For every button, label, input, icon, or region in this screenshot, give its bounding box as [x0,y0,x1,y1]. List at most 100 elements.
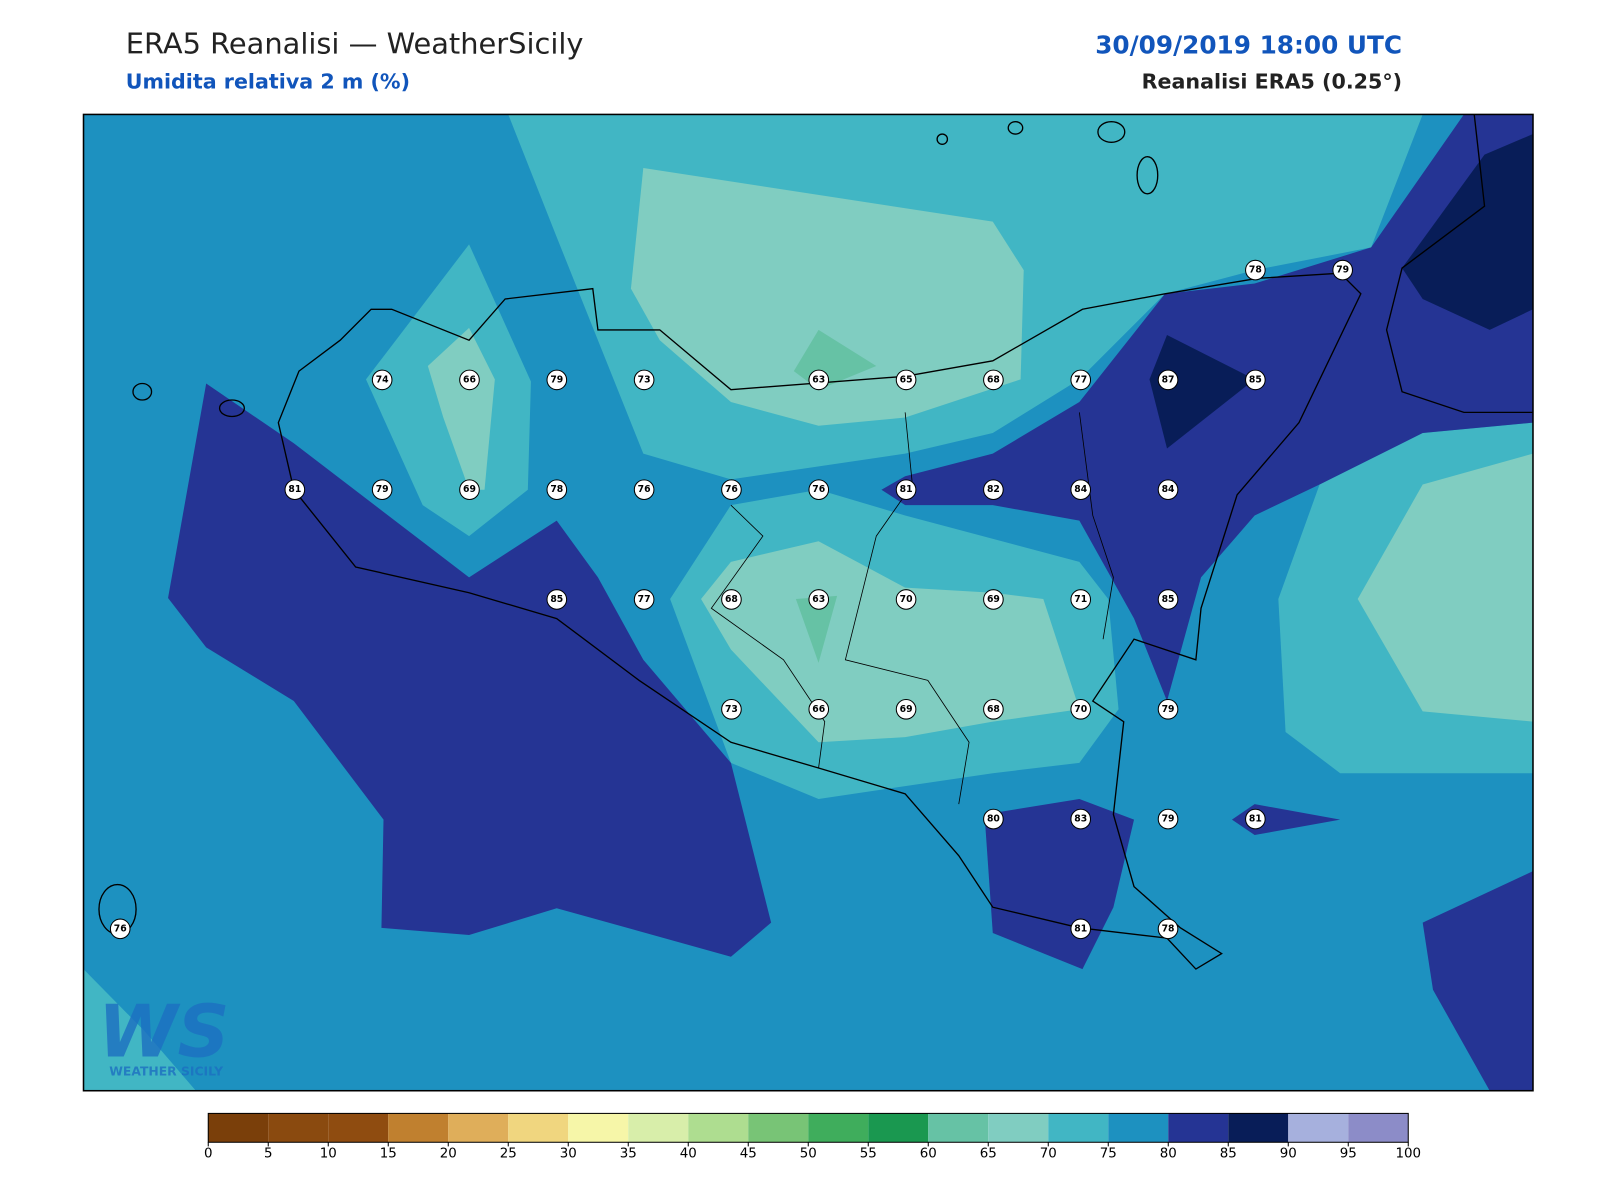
station-marker [983,698,1004,720]
colorbar: 0 5 10 15 20 25 30 35 40 45 50 55 60 65 70 75 80 85 90 95 10… [204,1112,1421,1162]
colorbar-tick-label: 75 [1100,1147,1117,1162]
station-value: 85 [1249,374,1262,385]
island [132,382,153,401]
island [1136,156,1159,195]
station-value: 81 [1074,923,1087,934]
station-value: 85 [550,594,563,605]
stations: 78 79 74 66 79 73 63 65 68 77 87 85 81 79 69 78 76 76 76 81… [109,259,1353,940]
station-marker [1157,479,1179,500]
station-value: 68 [987,704,1000,715]
colorbar-tick-label: 100 [1395,1147,1421,1162]
colorbar-swatch [688,1113,749,1143]
calabria-coast [1385,114,1533,414]
island [936,133,949,145]
colorbar-swatch [808,1113,869,1143]
island [1097,120,1126,143]
station-marker [109,918,131,940]
station-value: 76 [114,923,127,934]
station-value: 76 [725,484,738,495]
station-marker [371,479,393,500]
station-marker [983,369,1004,391]
colorbar-tick-label: 70 [1040,1147,1057,1162]
station-marker [808,369,830,391]
humidity-band [83,969,196,1091]
station-value: 68 [987,374,1000,385]
station-marker [1245,259,1266,281]
station-value: 79 [376,484,389,495]
colorbar-swatch [568,1113,629,1143]
humidity-band [427,327,495,490]
station-value: 76 [638,484,651,495]
colorbar-swatch [928,1113,989,1143]
station-value: 77 [1074,374,1087,385]
station-value: 68 [725,594,738,605]
humidity-band [168,383,772,957]
colorbar-swatch [1048,1113,1109,1143]
colorbar-tick-label: 55 [860,1147,877,1162]
station-value: 66 [812,704,825,715]
colorbar-tick-label: 95 [1340,1147,1357,1162]
island [218,399,245,418]
map-frame [82,113,1534,1092]
station-marker [895,369,917,391]
station-value: 81 [900,484,913,495]
station-value: 84 [1162,484,1175,495]
station-value: 83 [1074,814,1087,825]
coastline [98,114,1533,970]
station-marker [895,589,917,610]
station-marker [1157,589,1179,610]
colorbar-swatch [628,1113,689,1143]
station-value: 73 [638,374,651,385]
station-marker [895,698,917,720]
station-marker [1245,808,1266,830]
station-value: 82 [987,484,1000,495]
station-marker [895,479,917,500]
station-value: 74 [376,374,389,385]
station-value: 70 [1074,704,1087,715]
station-value: 84 [1074,484,1087,495]
station-marker [721,479,742,500]
colorbar-swatch [748,1113,809,1143]
source: Reanalisi ERA5 (0.25°) [1142,70,1402,94]
humidity-band [795,595,838,663]
station-value: 69 [463,484,476,495]
colorbar-tick-label: 35 [620,1147,637,1162]
colorbar-swatch [868,1113,929,1143]
station-value: 78 [1162,923,1175,934]
station-marker [459,369,480,391]
colorbar-tick-label: 5 [264,1147,273,1162]
station-marker [1245,369,1266,391]
station-value: 78 [550,484,563,495]
humidity-band [701,541,1080,743]
colorbar-tick-label: 50 [800,1147,817,1162]
station-value: 73 [725,704,738,715]
colorbar-tick-label: 0 [204,1147,213,1162]
datetime: 30/09/2019 18:00 UTC [1095,31,1402,60]
station-marker [633,369,655,391]
station-marker [808,589,830,610]
colorbar-tick-label: 60 [920,1147,937,1162]
subtitle: Umidita relativa 2 m (%) [126,70,410,94]
humidity-band [984,798,1135,970]
station-marker [546,369,568,391]
map-area: 78 79 74 66 79 73 63 65 68 77 87 85 81 79 69 78 76 76 76 81… [83,114,1533,1091]
colorbar-tick-label: 15 [380,1147,397,1162]
logo-text: WEATHER SICILY [109,1064,224,1078]
station-marker [983,808,1004,830]
station-value: 77 [638,594,651,605]
colorbar-swatch [988,1113,1049,1143]
station-value: 66 [463,374,476,385]
station-value: 79 [550,374,563,385]
station-value: 70 [900,594,913,605]
colorbar-tick-label: 45 [740,1147,757,1162]
station-marker [1070,479,1092,500]
station-marker [1157,808,1179,830]
station-value: 79 [1162,814,1175,825]
station-value: 65 [900,374,913,385]
station-marker [546,479,568,500]
station-marker [1157,918,1179,940]
colorbar-swatch [448,1113,509,1143]
station-marker [983,479,1004,500]
colorbar-tick-label: 20 [440,1147,457,1162]
